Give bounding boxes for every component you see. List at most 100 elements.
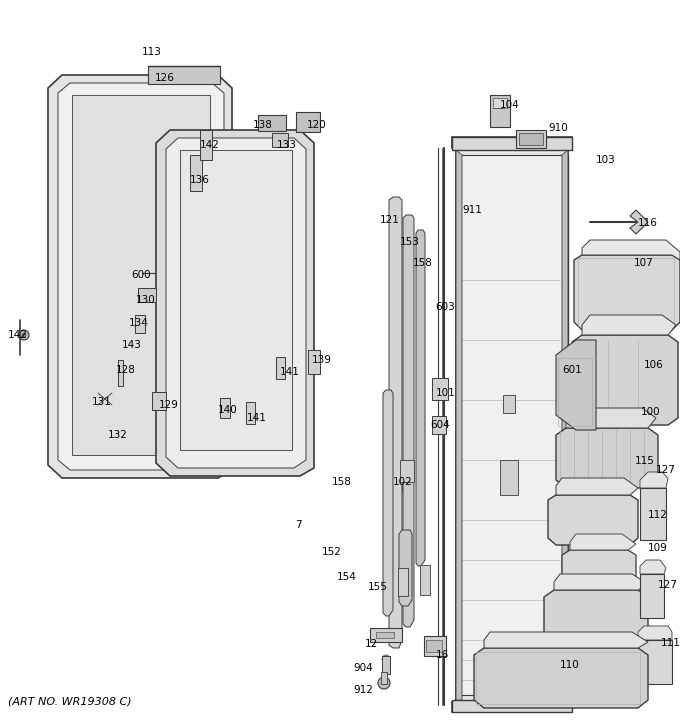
Bar	[382, 656, 390, 674]
Circle shape	[378, 677, 390, 689]
Polygon shape	[58, 83, 224, 470]
Bar	[296, 112, 320, 132]
Circle shape	[422, 567, 428, 573]
Circle shape	[142, 267, 154, 279]
Polygon shape	[452, 137, 572, 712]
Circle shape	[113, 429, 119, 435]
Text: 106: 106	[644, 360, 664, 370]
Bar	[138, 288, 156, 302]
Text: 138: 138	[253, 120, 273, 130]
Bar	[258, 115, 286, 131]
Text: 911: 911	[462, 205, 482, 215]
Polygon shape	[389, 197, 402, 648]
Bar	[220, 398, 230, 418]
Polygon shape	[403, 215, 414, 627]
Circle shape	[203, 149, 209, 155]
Polygon shape	[572, 335, 678, 425]
Bar	[500, 460, 518, 495]
Polygon shape	[399, 530, 412, 606]
Circle shape	[192, 157, 199, 164]
Text: 133: 133	[277, 140, 297, 150]
Polygon shape	[630, 210, 648, 234]
Circle shape	[436, 380, 444, 388]
Bar	[272, 133, 288, 147]
Text: 100: 100	[641, 407, 661, 417]
Bar	[152, 392, 166, 410]
Text: 158: 158	[332, 477, 352, 487]
Bar	[516, 130, 546, 148]
Text: 603: 603	[435, 302, 455, 312]
Text: 141: 141	[280, 367, 300, 377]
Polygon shape	[582, 240, 680, 260]
Circle shape	[22, 333, 26, 337]
Text: 116: 116	[638, 218, 658, 228]
Text: 121: 121	[380, 215, 400, 225]
Polygon shape	[638, 626, 672, 640]
Text: 109: 109	[648, 543, 668, 553]
Text: 129: 129	[159, 400, 179, 410]
Bar	[190, 155, 202, 191]
Bar	[432, 378, 448, 400]
Text: 158: 158	[413, 258, 433, 268]
Text: 111: 111	[661, 638, 680, 648]
Polygon shape	[562, 150, 568, 700]
Text: 132: 132	[108, 430, 128, 440]
Circle shape	[109, 425, 123, 439]
Polygon shape	[166, 138, 306, 468]
Text: 143: 143	[122, 340, 142, 350]
Bar	[490, 95, 510, 127]
Text: 142: 142	[8, 330, 28, 340]
Text: 601: 601	[562, 365, 582, 375]
Text: 152: 152	[322, 547, 342, 557]
Polygon shape	[574, 255, 680, 330]
Circle shape	[156, 397, 163, 404]
Bar	[135, 315, 145, 333]
Text: 12: 12	[365, 639, 378, 649]
Text: 131: 131	[92, 397, 112, 407]
Text: 141: 141	[247, 413, 267, 423]
Text: 102: 102	[393, 477, 413, 487]
Text: 912: 912	[353, 685, 373, 695]
Polygon shape	[484, 632, 648, 648]
Polygon shape	[456, 150, 462, 700]
Polygon shape	[554, 574, 648, 590]
Circle shape	[277, 360, 283, 366]
Circle shape	[247, 405, 253, 411]
Polygon shape	[556, 340, 596, 430]
Text: 113: 113	[142, 47, 162, 57]
Text: 128: 128	[116, 365, 136, 375]
Bar	[398, 568, 408, 596]
Circle shape	[311, 355, 318, 362]
Text: 112: 112	[648, 510, 668, 520]
Text: 154: 154	[337, 572, 357, 582]
Bar	[400, 460, 414, 482]
Text: 136: 136	[190, 175, 210, 185]
Circle shape	[400, 569, 406, 575]
Polygon shape	[640, 560, 666, 574]
Text: 155: 155	[368, 582, 388, 592]
Polygon shape	[582, 315, 676, 335]
Bar	[200, 130, 212, 160]
Bar	[148, 66, 220, 84]
Text: 130: 130	[136, 295, 156, 305]
Text: 140: 140	[218, 405, 238, 415]
Bar	[276, 357, 285, 379]
Polygon shape	[556, 478, 638, 495]
Text: 110: 110	[560, 660, 580, 670]
Text: 904: 904	[353, 663, 373, 673]
Polygon shape	[548, 495, 638, 545]
Text: 104: 104	[500, 100, 520, 110]
Circle shape	[405, 486, 409, 490]
Circle shape	[192, 168, 199, 175]
Polygon shape	[562, 550, 636, 584]
Bar	[370, 628, 402, 642]
Polygon shape	[452, 700, 572, 712]
Bar	[246, 402, 255, 424]
Polygon shape	[544, 590, 648, 660]
Circle shape	[382, 655, 390, 663]
Bar	[420, 565, 430, 595]
Bar	[432, 416, 446, 434]
Circle shape	[99, 393, 109, 403]
Circle shape	[404, 461, 410, 467]
Bar	[476, 652, 640, 704]
